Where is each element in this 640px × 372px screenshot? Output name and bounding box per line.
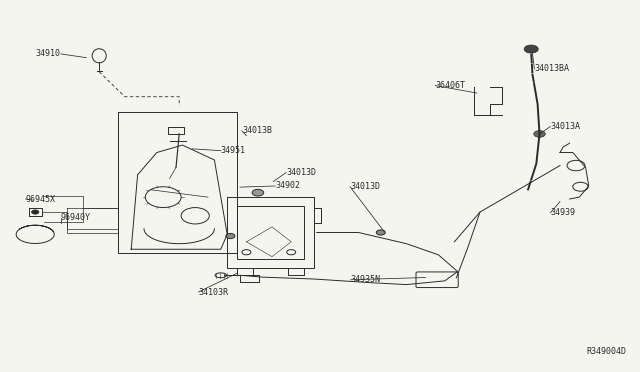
Circle shape <box>226 234 235 239</box>
Text: 96945X: 96945X <box>26 195 56 203</box>
Circle shape <box>524 45 538 53</box>
Text: 34935N: 34935N <box>351 275 381 284</box>
Text: R349004D: R349004D <box>586 347 626 356</box>
Text: 34939: 34939 <box>550 208 575 217</box>
Circle shape <box>31 210 39 214</box>
Text: 34013A: 34013A <box>550 122 580 131</box>
Text: 34013D: 34013D <box>286 168 316 177</box>
Circle shape <box>252 189 264 196</box>
Text: 36406T: 36406T <box>435 81 465 90</box>
Circle shape <box>376 230 385 235</box>
Text: 34103R: 34103R <box>198 288 228 296</box>
Text: 34013B: 34013B <box>242 126 272 135</box>
Text: 96940Y: 96940Y <box>61 213 91 222</box>
Text: 34910: 34910 <box>36 49 61 58</box>
Text: 34902: 34902 <box>275 182 300 190</box>
Circle shape <box>534 131 545 137</box>
Text: 34951: 34951 <box>221 146 246 155</box>
Text: 34013BA: 34013BA <box>534 64 570 73</box>
Text: 34013D: 34013D <box>350 182 380 191</box>
